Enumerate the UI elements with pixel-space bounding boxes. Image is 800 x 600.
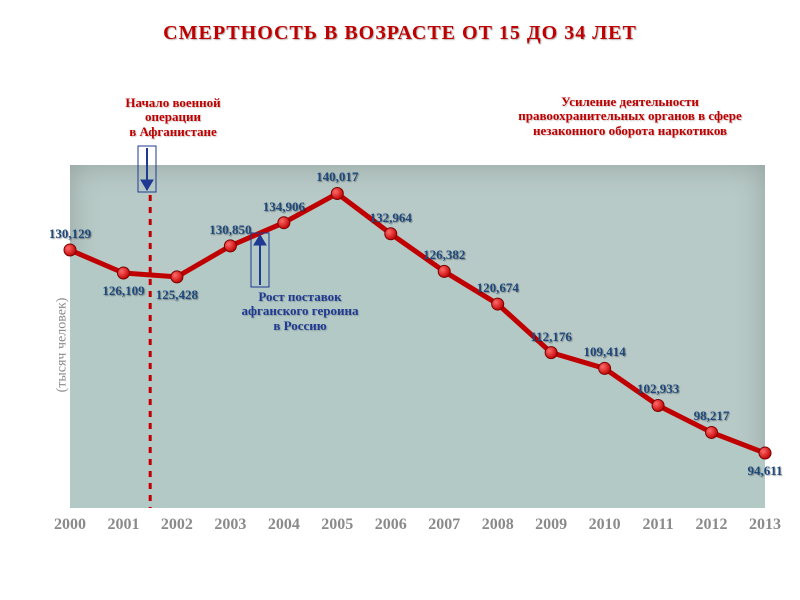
data-label: 109,414 [583, 344, 625, 360]
data-label: 125,428 [156, 287, 198, 303]
data-label: 126,382 [423, 247, 465, 263]
x-tick-label: 2003 [214, 516, 246, 534]
annotation-arrow [138, 146, 156, 192]
data-point [385, 228, 397, 240]
annotation-heroin-supply: Рост поставок афганского героина в Росси… [220, 290, 380, 333]
data-label: 132,964 [370, 210, 412, 226]
data-point [64, 244, 76, 256]
data-point [224, 240, 236, 252]
data-label: 140,017 [316, 169, 358, 185]
x-tick-label: 2012 [696, 516, 728, 534]
x-tick-label: 2005 [321, 516, 353, 534]
x-tick-label: 2010 [589, 516, 621, 534]
annotation-law-enforcement: Усиление деятельности правоохранительных… [480, 95, 780, 138]
x-tick-label: 2001 [107, 516, 139, 534]
data-point [438, 265, 450, 277]
chart-svg [0, 0, 800, 600]
data-label: 102,933 [637, 381, 679, 397]
x-tick-label: 2004 [268, 516, 300, 534]
data-label: 126,109 [102, 283, 144, 299]
data-point [492, 298, 504, 310]
data-point [545, 347, 557, 359]
x-tick-label: 2007 [428, 516, 460, 534]
data-label: 130,850 [209, 222, 251, 238]
data-point [331, 187, 343, 199]
data-label: 120,674 [477, 280, 519, 296]
x-tick-label: 2006 [375, 516, 407, 534]
x-tick-label: 2009 [535, 516, 567, 534]
x-tick-label: 2000 [54, 516, 86, 534]
area-fill [70, 193, 765, 508]
data-point [759, 447, 771, 459]
data-label: 130,129 [49, 226, 91, 242]
data-label: 94,611 [747, 463, 782, 479]
data-label: 98,217 [694, 408, 730, 424]
annotation-afghan-op: Начало военной операции в Афганистане [108, 96, 238, 139]
data-point [171, 271, 183, 283]
x-tick-label: 2002 [161, 516, 193, 534]
x-tick-label: 2011 [643, 516, 674, 534]
chart-root: СМЕРТНОСТЬ В ВОЗРАСТЕ ОТ 15 ДО 34 ЛЕТ (т… [0, 0, 800, 600]
x-tick-label: 2008 [482, 516, 514, 534]
x-tick-label: 2013 [749, 516, 781, 534]
data-point [599, 362, 611, 374]
data-point [278, 217, 290, 229]
data-point [117, 267, 129, 279]
data-point [706, 426, 718, 438]
data-label: 134,906 [263, 199, 305, 215]
data-label: 112,176 [530, 329, 572, 345]
data-point [652, 399, 664, 411]
